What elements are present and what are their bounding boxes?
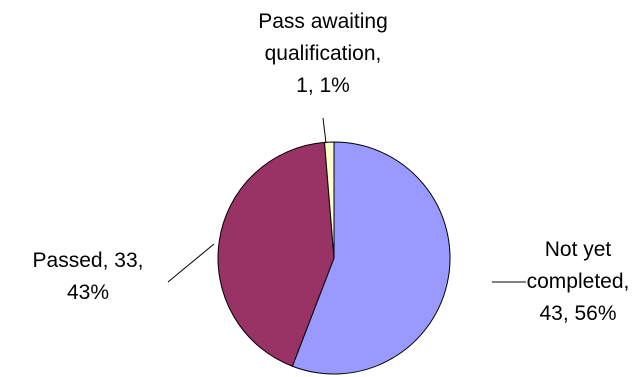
leader-line-pass-awaiting-qualification bbox=[322, 117, 327, 144]
data-label-pass-awaiting-qualification: Pass awaiting qualification, 1, 1% bbox=[258, 10, 388, 97]
data-label-passed: Passed, 33, 43% bbox=[33, 249, 144, 304]
pie-slice-not-yet-completed bbox=[291, 141, 451, 375]
data-label-line: 1, 1% bbox=[296, 74, 350, 97]
leader-line-passed bbox=[167, 243, 215, 283]
data-label-line: Pass awaiting bbox=[258, 10, 388, 33]
data-label-line: Not yet bbox=[545, 238, 612, 261]
data-label-line: 43% bbox=[67, 281, 109, 304]
pie-slice-passed bbox=[217, 141, 335, 367]
slice-labels: Not yet completed, 43, 56%Passed, 33, 43%Pa… bbox=[33, 10, 630, 325]
data-label-line: qualification, bbox=[265, 42, 382, 65]
data-label-line: Passed, 33, bbox=[33, 249, 144, 272]
pie-slices bbox=[217, 141, 451, 375]
pie-slice-pass-awaiting-qualification bbox=[324, 141, 335, 259]
data-label-line: completed, bbox=[527, 270, 630, 293]
data-label-line: 43, 56% bbox=[539, 302, 616, 325]
leader-lines bbox=[167, 117, 526, 283]
data-label-not-yet-completed: Not yet completed, 43, 56% bbox=[527, 238, 630, 325]
